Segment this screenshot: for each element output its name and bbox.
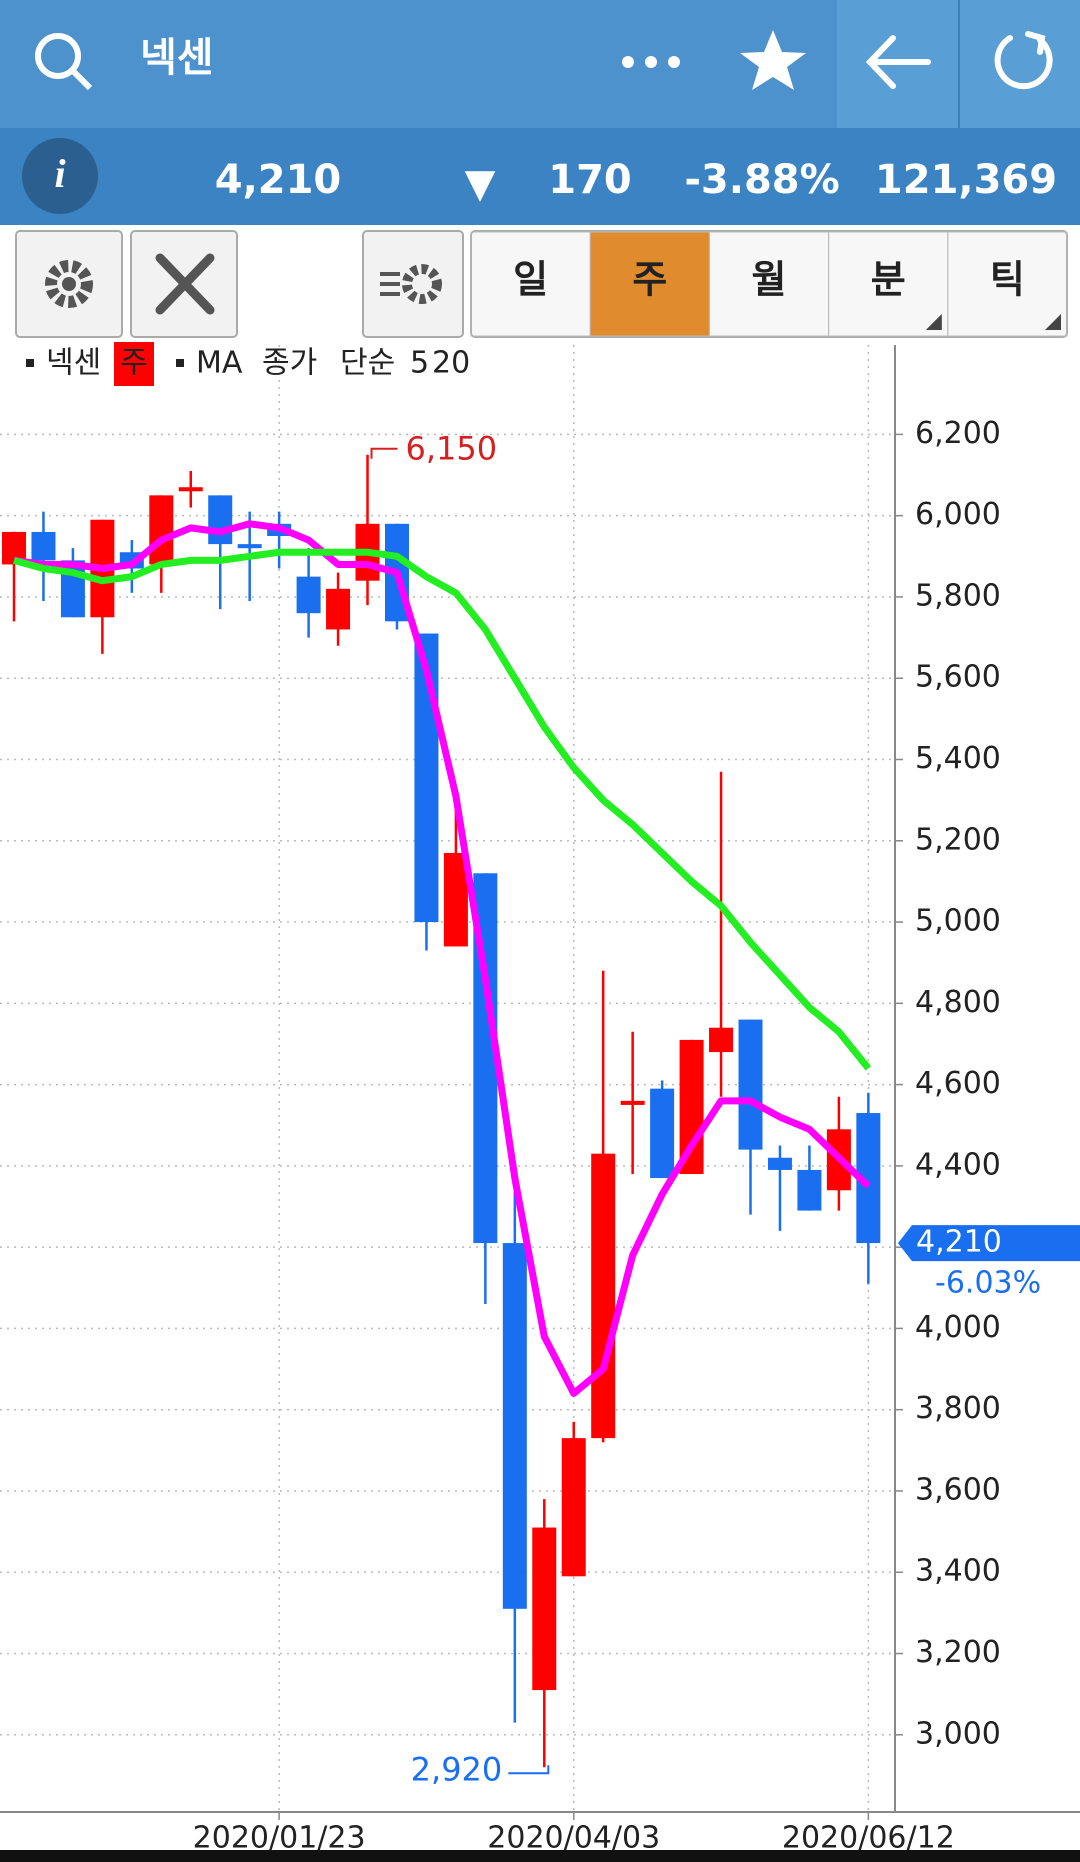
- refresh-button[interactable]: [994, 31, 1053, 90]
- last-price-tag: [898, 1225, 1080, 1262]
- legend-period-box: [114, 342, 154, 386]
- period-label: 주: [632, 258, 667, 302]
- candle-body: [237, 544, 262, 549]
- candle-body: [620, 1100, 645, 1105]
- y-tick-label: 5,000: [915, 904, 1001, 939]
- y-tick-label: 3,600: [915, 1472, 1001, 1507]
- y-tick-label: 4,800: [915, 985, 1001, 1020]
- candle-body: [532, 1527, 557, 1691]
- price: 4,210: [215, 157, 342, 203]
- period-label: 틱: [990, 258, 1025, 302]
- y-tick-label: 6,000: [915, 497, 1001, 532]
- candle-body: [502, 1243, 527, 1609]
- candle-body: [797, 1169, 822, 1211]
- tools-button[interactable]: [130, 230, 238, 338]
- y-tick-label: 5,600: [915, 660, 1001, 695]
- direction: ▼: [465, 161, 496, 207]
- x-tick-label: 2020/01/23: [193, 1821, 366, 1856]
- info-button[interactable]: [22, 138, 98, 214]
- period-button[interactable]: [589, 231, 710, 337]
- stock-name: 넥센: [140, 35, 214, 81]
- legend-symbol: 넥센: [46, 346, 101, 381]
- legend-basis: 종가: [262, 346, 317, 381]
- legend-series: 20: [432, 346, 470, 381]
- ma-line: [13, 548, 872, 1071]
- candle-body: [208, 495, 233, 545]
- y-tick-label: 5,200: [915, 822, 1001, 857]
- period-button[interactable]: [947, 231, 1068, 337]
- dropdown-mark: [1045, 314, 1061, 330]
- candle-body: [443, 852, 468, 947]
- bottom-edge: [0, 1850, 1080, 1862]
- period-label: 분: [871, 258, 906, 302]
- candle-body: [31, 531, 56, 561]
- candle-body: [296, 576, 321, 614]
- y-tick-label: 3,000: [915, 1716, 1001, 1751]
- indicator-button[interactable]: [362, 230, 464, 338]
- low-marker: [508, 1765, 550, 1775]
- info-icon: i: [54, 151, 65, 196]
- candle-body: [591, 1153, 616, 1439]
- legend-series: 5: [410, 346, 429, 381]
- legend-bullet: [26, 359, 34, 367]
- candle-body: [767, 1157, 792, 1170]
- chart: 3,0003,2003,4003,6003,8004,0004,2004,400…: [0, 342, 1080, 1856]
- high-marker: [370, 447, 398, 459]
- dropdown-mark: [925, 314, 942, 330]
- settings-button[interactable]: [15, 230, 123, 338]
- y-tick-label: 5,800: [915, 578, 1001, 613]
- legend-bullet: [176, 359, 184, 367]
- last-price-label: 4,210: [916, 1225, 1002, 1260]
- search-button[interactable]: [35, 33, 93, 91]
- more-button[interactable]: [622, 56, 680, 68]
- candle-body: [738, 1019, 763, 1150]
- quote-bar: [0, 128, 1080, 225]
- candle-body: [561, 1438, 586, 1577]
- favorite-button[interactable]: [740, 30, 806, 90]
- y-tick-label: 3,400: [915, 1554, 1001, 1589]
- legend-method: 단순: [340, 346, 395, 381]
- x-tick-label: 2020/06/12: [782, 1821, 955, 1856]
- y-tick-label: 4,400: [915, 1147, 1001, 1182]
- last-change-label: -6.03%: [935, 1266, 1041, 1301]
- period-label: 일: [513, 258, 548, 302]
- legend-period: 주: [120, 346, 148, 381]
- volume: 121,369: [875, 157, 1057, 203]
- y-tick-label: 5,400: [915, 741, 1001, 776]
- candle-body: [149, 495, 174, 565]
- y-tick-label: 6,200: [915, 416, 1001, 451]
- candle-body: [178, 487, 203, 492]
- y-tick-label: 4,600: [915, 1066, 1001, 1101]
- low-label: 2,920: [411, 1750, 503, 1788]
- change: 170: [548, 157, 632, 203]
- candle-body: [326, 588, 351, 630]
- ma-line: [13, 520, 871, 1397]
- period-label: 월: [752, 258, 787, 302]
- y-tick-label: 3,800: [915, 1391, 1001, 1426]
- y-tick-label: 4,000: [915, 1310, 1001, 1345]
- back-button[interactable]: [865, 35, 931, 89]
- candle-body: [650, 1088, 675, 1179]
- y-tick-label: 3,200: [915, 1635, 1001, 1670]
- high-label: 6,150: [406, 430, 498, 468]
- change-pct: -3.88%: [684, 157, 839, 203]
- candle-body: [709, 1027, 734, 1053]
- x-tick-label: 2020/04/03: [487, 1821, 660, 1856]
- legend-indicator: MA: [196, 346, 243, 381]
